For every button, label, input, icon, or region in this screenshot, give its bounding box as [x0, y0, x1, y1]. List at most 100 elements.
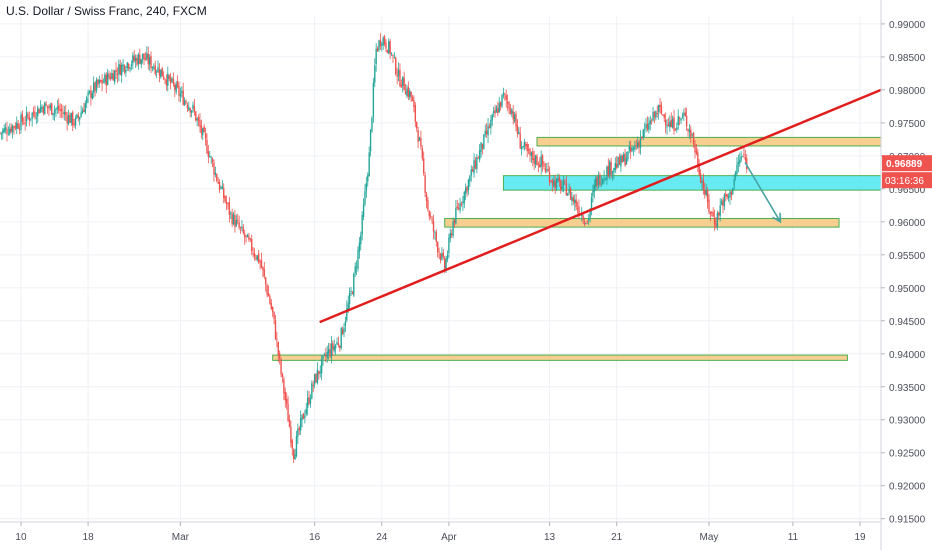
candle-body	[456, 206, 458, 208]
candle-body	[515, 113, 517, 127]
candle-body	[136, 57, 138, 65]
candle-body	[404, 91, 407, 95]
candle-body	[562, 180, 565, 186]
candle-body	[81, 110, 84, 114]
candle-body	[176, 81, 179, 87]
candle-body	[325, 354, 327, 357]
candle-body	[557, 178, 559, 181]
price-candles	[0, 33, 748, 463]
candle-body	[299, 418, 302, 431]
candle-body	[216, 174, 218, 181]
candle-body	[435, 232, 438, 242]
candle-body	[63, 111, 66, 115]
candle-body	[53, 109, 56, 114]
candle-body	[509, 108, 512, 115]
candle-body	[736, 164, 738, 174]
candle-body	[567, 193, 569, 196]
candle-body	[666, 125, 668, 128]
y-tick-label: 0.98000	[889, 86, 926, 97]
candle-body	[65, 112, 67, 116]
candle-body	[572, 197, 575, 202]
candle-body	[337, 343, 340, 346]
candle-body	[97, 79, 99, 85]
candle-body	[607, 166, 610, 176]
candle-body	[130, 64, 133, 67]
candle-body	[297, 429, 299, 437]
x-tick-label: Mar	[172, 532, 190, 543]
candle-body	[516, 125, 519, 134]
candle-body	[597, 174, 600, 185]
candle-body	[512, 111, 514, 120]
candle-body	[32, 111, 35, 114]
candle-body	[51, 103, 53, 115]
candle-body	[662, 114, 664, 116]
candle-body	[684, 112, 686, 117]
candle-body	[610, 162, 612, 175]
candle-body	[86, 97, 88, 104]
candle-body	[639, 137, 642, 148]
candle-body	[206, 139, 208, 153]
candle-body	[21, 113, 24, 122]
candle-body	[484, 130, 486, 135]
candle-body	[480, 142, 482, 153]
candle-body	[102, 81, 105, 83]
candle-body	[77, 115, 80, 118]
candle-body	[258, 253, 260, 263]
y-tick-label: 0.94000	[889, 350, 926, 361]
candle-body	[518, 131, 520, 134]
candle-body	[399, 69, 401, 86]
candle-body	[185, 101, 187, 104]
candle-body	[705, 190, 707, 195]
candle-body	[561, 186, 563, 190]
candle-body	[586, 221, 589, 223]
candle-body	[491, 114, 493, 121]
candle-body	[448, 237, 450, 254]
candle-body	[9, 128, 11, 134]
candle-body	[554, 180, 556, 190]
candle-body	[192, 104, 194, 109]
candle-body	[635, 145, 637, 147]
last-price-tag	[882, 155, 932, 172]
candle-body	[420, 138, 422, 147]
candle-body	[650, 121, 653, 123]
y-tick-label: 0.91500	[889, 515, 926, 526]
candle-body	[62, 112, 64, 114]
x-tick-label: 19	[854, 532, 866, 543]
candle-body	[31, 112, 33, 119]
candle-body	[17, 123, 19, 129]
candle-body	[636, 142, 639, 148]
x-tick-label: 16	[309, 532, 321, 543]
candle-body	[368, 152, 370, 177]
candle-body	[302, 413, 305, 420]
candle-body	[123, 65, 126, 72]
candle-body	[298, 427, 300, 431]
candle-body	[119, 64, 121, 75]
candle-body	[341, 329, 344, 335]
candle-body	[743, 154, 745, 156]
candle-body	[652, 111, 654, 121]
candle-body	[392, 54, 394, 56]
candle-body	[39, 106, 42, 113]
candle-body	[532, 151, 534, 160]
projection-arrow	[744, 162, 782, 223]
candle-body	[234, 215, 236, 228]
y-tick-label: 0.95500	[889, 251, 926, 262]
candle-body	[239, 227, 242, 229]
candle-body	[10, 126, 12, 132]
candle-body	[740, 156, 742, 160]
candle-body	[270, 303, 272, 309]
candle-body	[530, 152, 533, 156]
candle-body	[58, 105, 60, 111]
candle-body	[428, 211, 431, 217]
candle-body	[348, 293, 351, 304]
candle-body	[569, 187, 572, 200]
candle-body	[459, 202, 461, 211]
axes	[0, 0, 885, 550]
candle-body	[144, 58, 147, 61]
candle-body	[79, 117, 81, 120]
candle-body	[223, 187, 225, 199]
candle-body	[263, 269, 265, 277]
candle-body	[146, 53, 148, 59]
candle-body	[424, 175, 426, 193]
